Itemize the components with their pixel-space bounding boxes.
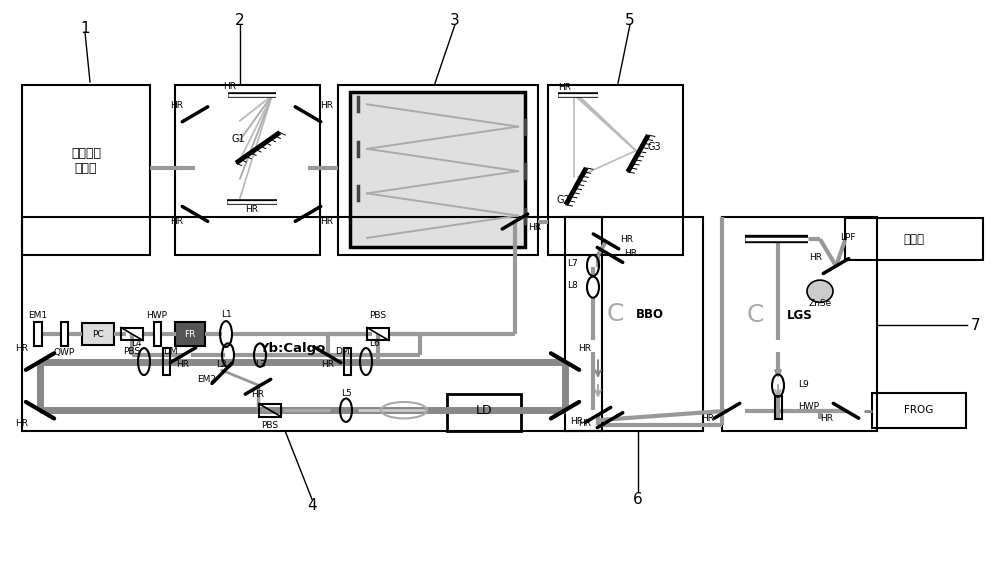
Text: G3: G3 — [647, 141, 661, 152]
Bar — [338, 85, 538, 255]
Text: 单色仪: 单色仪 — [904, 233, 924, 246]
Text: HR: HR — [558, 83, 572, 93]
Text: HWP: HWP — [146, 311, 168, 320]
Bar — [22, 85, 150, 255]
Bar — [259, 404, 281, 417]
Text: BBO: BBO — [636, 308, 664, 321]
Bar — [162, 348, 170, 375]
Text: QWP: QWP — [53, 348, 75, 357]
Text: HR: HR — [578, 344, 591, 353]
Text: HR: HR — [15, 418, 28, 428]
Bar — [350, 92, 525, 247]
Text: C: C — [746, 303, 764, 326]
Text: G1: G1 — [231, 134, 245, 145]
Bar — [175, 85, 320, 255]
Bar — [845, 218, 983, 260]
Text: HWP: HWP — [798, 401, 819, 411]
Text: L4: L4 — [131, 339, 141, 349]
Text: HR: HR — [15, 344, 28, 353]
Text: HR: HR — [223, 81, 236, 91]
Bar — [34, 322, 42, 346]
Text: Yb:Calgo: Yb:Calgo — [259, 342, 325, 355]
Text: HR: HR — [246, 205, 258, 214]
Text: EM2: EM2 — [198, 375, 216, 384]
Bar — [447, 394, 521, 431]
Bar — [121, 328, 143, 340]
Text: C: C — [606, 302, 624, 325]
Text: HR: HR — [820, 414, 833, 423]
Text: 1: 1 — [80, 21, 90, 36]
Text: 4: 4 — [307, 498, 317, 513]
Text: HR: HR — [320, 217, 333, 226]
Text: L1: L1 — [221, 309, 231, 319]
Text: FR: FR — [184, 329, 196, 339]
Text: HR: HR — [170, 101, 183, 110]
Bar — [872, 393, 966, 428]
Text: HR: HR — [570, 417, 583, 427]
Text: 掺镱光纤
振荡器: 掺镱光纤 振荡器 — [71, 147, 101, 175]
Text: HR: HR — [624, 248, 637, 258]
Text: L9: L9 — [798, 380, 809, 389]
Text: L3: L3 — [255, 360, 265, 369]
Bar — [60, 322, 68, 346]
Text: 6: 6 — [633, 492, 643, 507]
Text: 7: 7 — [971, 318, 981, 333]
Bar — [367, 328, 389, 340]
Text: L6: L6 — [369, 339, 379, 349]
Text: HR: HR — [320, 101, 333, 110]
Text: EM1: EM1 — [28, 311, 48, 320]
Text: HR: HR — [578, 418, 591, 428]
Bar — [22, 217, 602, 431]
Text: LD: LD — [476, 404, 492, 417]
Text: L8: L8 — [567, 281, 578, 290]
Text: HR: HR — [252, 390, 264, 400]
Text: L5: L5 — [341, 389, 351, 398]
Text: PBS: PBS — [369, 311, 387, 320]
Text: HR: HR — [176, 360, 190, 369]
Bar — [154, 322, 160, 346]
Text: HR: HR — [809, 253, 822, 263]
Text: G2: G2 — [556, 195, 570, 206]
Bar — [548, 85, 683, 255]
Text: 2: 2 — [235, 13, 245, 28]
Text: 3: 3 — [450, 13, 460, 28]
Bar — [82, 323, 114, 345]
Text: L7: L7 — [567, 259, 578, 268]
Text: DM: DM — [163, 346, 177, 356]
Text: HR: HR — [620, 234, 633, 244]
Bar — [344, 348, 351, 375]
Text: PC: PC — [92, 329, 104, 339]
Bar — [722, 217, 877, 431]
Text: FROG: FROG — [904, 405, 934, 415]
Text: HR: HR — [322, 360, 334, 369]
Text: LPF: LPF — [840, 233, 856, 243]
Text: LGS: LGS — [787, 309, 813, 322]
Text: L2: L2 — [216, 360, 226, 369]
Text: HR: HR — [528, 223, 541, 232]
Ellipse shape — [807, 280, 833, 302]
Text: PBS: PBS — [261, 421, 279, 430]
Bar — [775, 396, 782, 419]
Text: PBS: PBS — [123, 347, 141, 356]
Text: DM: DM — [335, 346, 349, 356]
Text: HR: HR — [170, 217, 183, 226]
Bar — [175, 322, 205, 346]
Text: HR: HR — [701, 414, 714, 423]
Text: ZnSe: ZnSe — [808, 299, 832, 308]
Bar — [565, 217, 703, 431]
Text: 5: 5 — [625, 13, 635, 28]
